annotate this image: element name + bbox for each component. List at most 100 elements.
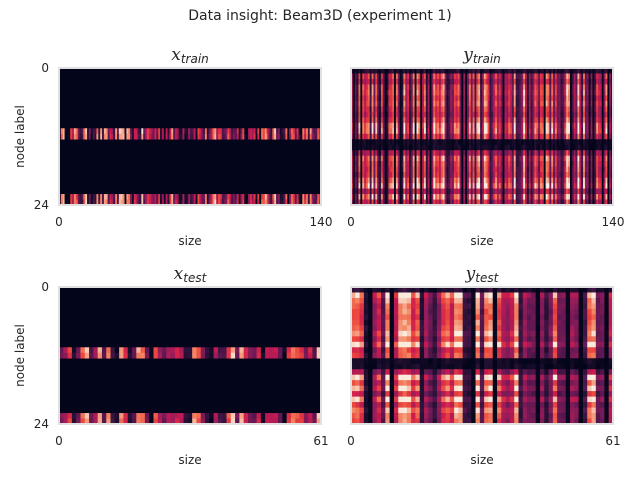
heatmap-cell — [441, 303, 446, 310]
heatmap-cell — [420, 89, 423, 96]
heatmap-cell — [354, 95, 357, 102]
heatmap-cell — [493, 117, 496, 124]
heatmap-cell — [526, 183, 530, 189]
heatmap-cell — [428, 418, 433, 425]
heatmap-cell — [521, 122, 524, 129]
heatmap-cell — [416, 166, 419, 173]
heatmap-cell — [449, 396, 455, 403]
heatmap-cell — [549, 155, 552, 162]
heatmap-cell — [455, 78, 458, 85]
heatmap-cell — [569, 166, 573, 173]
heatmap-cell — [449, 347, 455, 354]
heatmap-cell — [433, 117, 436, 124]
heatmap-cell — [136, 418, 141, 425]
heatmap-cell — [377, 95, 380, 102]
heatmap-cell — [480, 161, 483, 167]
heatmap-cell — [556, 183, 560, 189]
heatmap-cell — [262, 199, 266, 206]
heatmap-cell — [371, 73, 374, 80]
heatmap-cell — [553, 122, 556, 129]
heatmap-cell — [594, 106, 597, 113]
heatmap-cell — [410, 166, 414, 173]
heatmap-cell — [420, 166, 423, 173]
heatmap-cell — [441, 385, 446, 392]
heatmap-cell — [579, 139, 582, 146]
heatmap-cell — [467, 150, 470, 156]
heatmap-cell — [389, 330, 395, 337]
heatmap-cell — [435, 128, 438, 135]
heatmap-cell — [444, 117, 447, 124]
heatmap-cell — [553, 150, 556, 156]
heatmap-cell — [422, 128, 425, 135]
heatmap-cell — [433, 172, 436, 178]
heatmap-cell — [442, 68, 445, 74]
heatmap-cell — [566, 177, 569, 184]
heatmap-cell — [594, 100, 597, 107]
heatmap-cell — [459, 188, 462, 195]
heatmap-cell — [373, 188, 376, 195]
heatmap-cell — [453, 89, 457, 96]
heatmap-cell — [94, 128, 97, 135]
heatmap-cell — [577, 89, 580, 96]
heatmap-cell — [549, 177, 552, 184]
heatmap-cell — [221, 199, 224, 206]
heatmap-cell — [526, 100, 530, 107]
heatmap-cell — [351, 358, 356, 365]
heatmap-cell — [299, 347, 305, 354]
heatmap-cell — [180, 199, 183, 206]
heatmap-cell — [554, 177, 558, 184]
heatmap-cell — [355, 308, 360, 315]
heatmap-cell — [609, 144, 612, 151]
heatmap-cell — [380, 139, 384, 146]
heatmap-cell — [526, 172, 530, 178]
heatmap-cell — [414, 128, 417, 135]
heatmap-cell — [158, 194, 161, 200]
heatmap-cell — [470, 117, 473, 124]
heatmap-cell — [355, 325, 360, 332]
heatmap-cell — [446, 144, 449, 151]
heatmap-cell — [532, 78, 535, 85]
heatmap-cell — [414, 78, 417, 85]
heatmap-cell — [491, 150, 494, 156]
heatmap-cell — [186, 133, 189, 140]
heatmap-cell — [403, 161, 406, 167]
heatmap-cell — [596, 73, 599, 80]
heatmap-cell — [442, 73, 445, 80]
heatmap-cell — [369, 128, 372, 135]
heatmap-cell — [440, 177, 443, 184]
heatmap-cell — [256, 347, 262, 354]
heatmap-cell — [598, 84, 601, 91]
heatmap-cell — [131, 128, 135, 135]
heatmap-cell — [281, 194, 284, 200]
heatmap-cell — [235, 352, 240, 359]
heatmap-cell — [205, 347, 210, 354]
heatmap-cell — [437, 78, 440, 85]
heatmap-cell — [427, 122, 430, 129]
heatmap-cell — [352, 73, 356, 80]
heatmap-cell — [63, 347, 68, 354]
heatmap-cell — [205, 413, 210, 419]
heatmap-cell — [420, 139, 423, 146]
heatmap-cell — [459, 95, 462, 102]
heatmap-cell — [558, 166, 561, 173]
heatmap-cell — [364, 194, 367, 200]
heatmap-cell — [534, 172, 537, 178]
heatmap-cell — [440, 111, 443, 118]
heatmap-cell — [420, 144, 423, 151]
heatmap-cell — [364, 183, 367, 189]
heatmap-cell — [398, 402, 403, 408]
figure-suptitle: Data insight: Beam3D (experiment 1) — [188, 8, 452, 24]
heatmap-cell — [115, 194, 118, 200]
heatmap-cell — [388, 144, 391, 151]
heatmap-cell — [517, 111, 520, 118]
heatmap-cell — [415, 347, 421, 354]
heatmap-cell — [416, 122, 419, 129]
heatmap-cell — [422, 150, 425, 156]
heatmap-cell — [372, 336, 378, 343]
heatmap-cell — [573, 117, 576, 124]
heatmap-cell — [115, 133, 118, 140]
x-tick-label: 140 — [602, 215, 625, 229]
heatmap-cell — [410, 111, 414, 118]
heatmap-cell — [75, 199, 79, 206]
heatmap-cell — [431, 194, 434, 200]
